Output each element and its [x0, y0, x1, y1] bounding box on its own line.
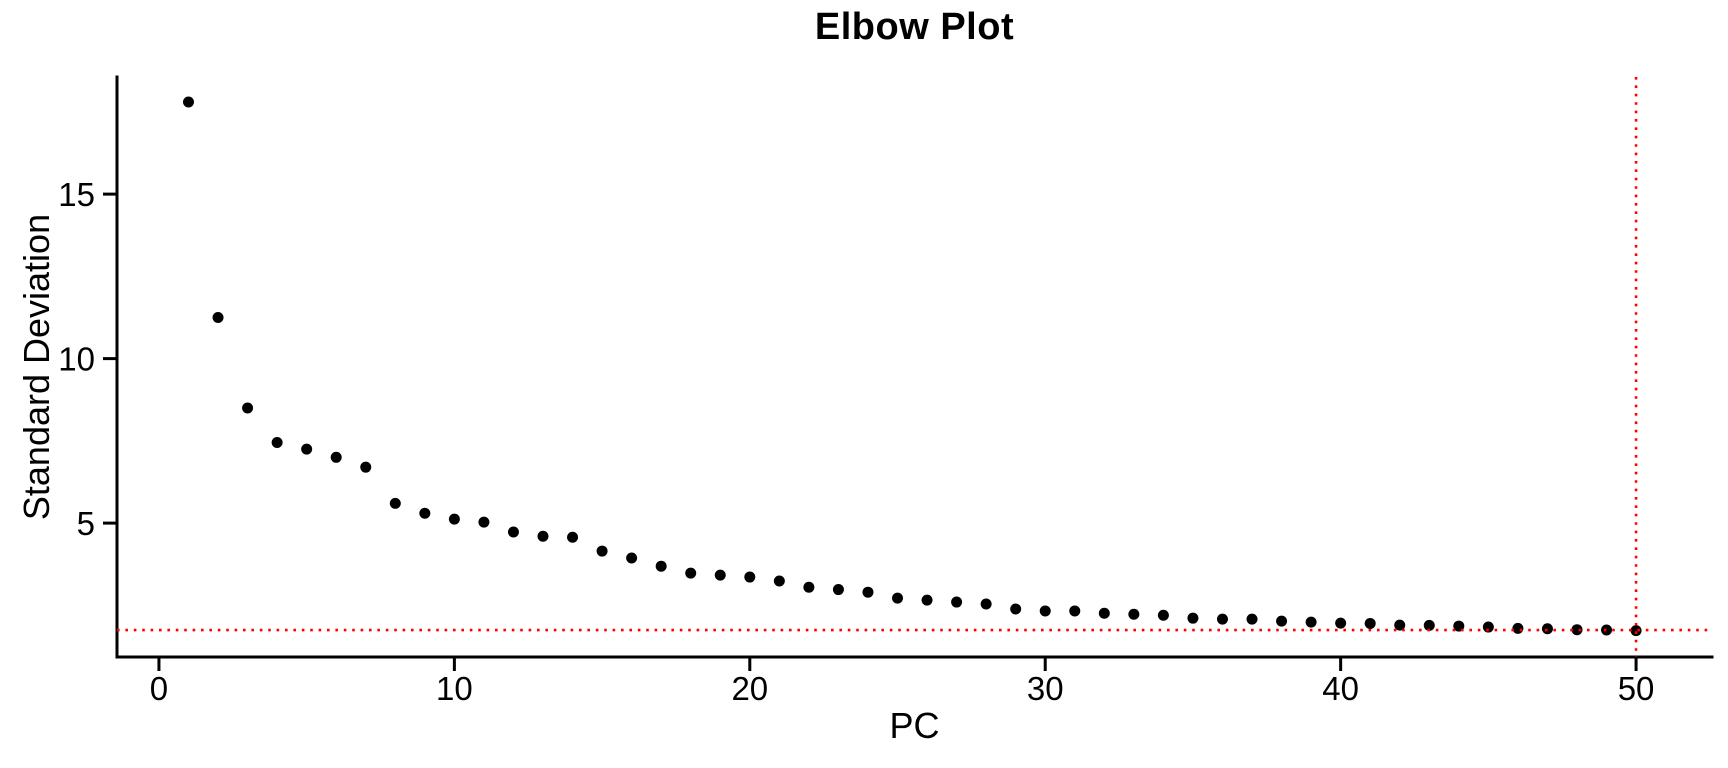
x-tick-label: 0 [150, 670, 168, 707]
data-point [1601, 624, 1613, 636]
data-point [1305, 616, 1317, 628]
data-point [744, 571, 756, 583]
data-point [271, 437, 283, 449]
data-point [951, 596, 963, 608]
x-tick-label: 10 [436, 670, 473, 707]
data-point [921, 594, 933, 606]
data-point [626, 552, 638, 564]
x-tick-label: 50 [1618, 670, 1655, 707]
x-axis-label: PC [889, 705, 940, 746]
data-point [1157, 609, 1169, 621]
data-point [655, 560, 667, 572]
y-tick-label: 5 [77, 505, 95, 542]
data-point [1098, 607, 1110, 619]
data-point [1482, 621, 1494, 633]
data-point [1541, 623, 1553, 635]
data-point [714, 569, 726, 581]
data-point [360, 461, 372, 473]
data-point [1423, 619, 1435, 631]
x-tick-label: 40 [1322, 670, 1359, 707]
data-point [1246, 613, 1258, 625]
data-point [330, 451, 342, 463]
data-point [242, 402, 254, 414]
data-point [448, 513, 460, 525]
x-tick-label: 20 [731, 670, 768, 707]
data-point [862, 586, 874, 598]
chart-title: Elbow Plot [814, 6, 1015, 48]
data-point [1069, 605, 1081, 617]
y-tick-label: 15 [58, 176, 95, 213]
data-point [389, 497, 401, 509]
data-point [685, 567, 697, 579]
data-point [419, 507, 431, 519]
data-point [1335, 617, 1347, 629]
data-point [537, 530, 549, 542]
data-point [478, 516, 490, 528]
x-tick-label: 30 [1027, 670, 1064, 707]
data-point [803, 581, 815, 593]
data-point [1039, 605, 1051, 617]
data-point [980, 598, 992, 610]
data-point [832, 584, 844, 596]
data-point [182, 96, 194, 108]
data-point [1216, 613, 1228, 625]
data-point [1128, 608, 1140, 620]
data-point [507, 526, 519, 538]
data-point [596, 545, 608, 557]
data-point [301, 443, 313, 455]
data-point [1630, 625, 1642, 637]
data-point [1364, 617, 1376, 629]
data-point [1276, 615, 1288, 627]
data-point [1010, 603, 1022, 615]
data-point [773, 575, 785, 587]
data-point [1571, 624, 1583, 636]
data-point [892, 592, 904, 604]
y-tick-label: 10 [58, 341, 95, 378]
data-point [1394, 619, 1406, 631]
data-point [567, 531, 579, 543]
data-point [1187, 612, 1199, 624]
data-point [212, 311, 224, 323]
data-point [1512, 622, 1524, 634]
